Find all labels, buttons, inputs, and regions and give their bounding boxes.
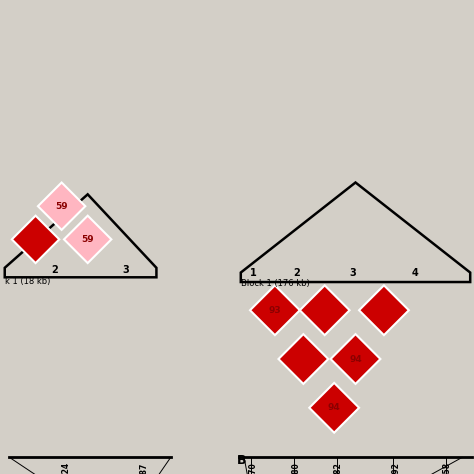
Text: 94: 94 [328, 403, 340, 412]
Text: k 1 (18 kb): k 1 (18 kb) [5, 277, 50, 286]
Text: MARC0033692: MARC0033692 [391, 462, 400, 474]
Polygon shape [279, 334, 328, 384]
Text: 4: 4 [411, 268, 418, 278]
Polygon shape [359, 285, 409, 335]
Text: 3: 3 [350, 268, 356, 278]
Text: ALGA0081570: ALGA0081570 [249, 462, 258, 474]
Text: Block 1 (176 kb): Block 1 (176 kb) [241, 279, 310, 288]
Text: 3: 3 [122, 264, 129, 274]
Polygon shape [38, 182, 85, 230]
Text: 94: 94 [349, 355, 362, 364]
Text: WU_10.2_3_11416624: WU_10.2_3_11416624 [62, 462, 71, 474]
Polygon shape [331, 334, 380, 384]
Text: 59: 59 [55, 202, 68, 210]
Polygon shape [64, 216, 111, 263]
Text: 93: 93 [269, 306, 281, 315]
Text: B: B [237, 454, 246, 466]
Polygon shape [12, 216, 59, 263]
Text: ASGA0013487: ASGA0013487 [140, 462, 149, 474]
Text: ASGA0085158: ASGA0085158 [443, 462, 452, 474]
Text: 59: 59 [82, 235, 94, 244]
Text: 2: 2 [293, 268, 300, 278]
Text: ALGA0081582: ALGA0081582 [334, 462, 343, 474]
Text: 1: 1 [250, 268, 257, 278]
Polygon shape [300, 285, 350, 335]
Polygon shape [250, 285, 300, 335]
Polygon shape [309, 383, 359, 433]
Text: 2: 2 [51, 264, 58, 274]
Text: ALGA0081580: ALGA0081580 [292, 462, 301, 474]
